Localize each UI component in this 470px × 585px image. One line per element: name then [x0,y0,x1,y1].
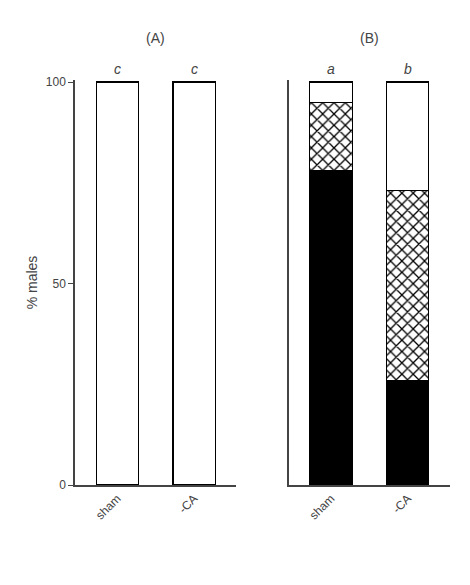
svg-text:100: 100 [46,75,66,89]
svg-text:c: c [114,61,121,77]
svg-text:c: c [191,61,198,77]
svg-text:50: 50 [52,277,66,291]
svg-text:sham: sham [307,492,338,523]
svg-text:% males: % males [24,256,40,310]
svg-text:-CA: -CA [390,492,415,517]
svg-text:(B): (B) [360,30,379,46]
svg-text:-CA: -CA [176,492,201,517]
svg-text:0: 0 [59,478,66,492]
svg-text:(A): (A) [146,30,165,46]
svg-text:sham: sham [93,492,124,523]
svg-text:a: a [327,61,335,77]
svg-text:b: b [404,61,412,77]
